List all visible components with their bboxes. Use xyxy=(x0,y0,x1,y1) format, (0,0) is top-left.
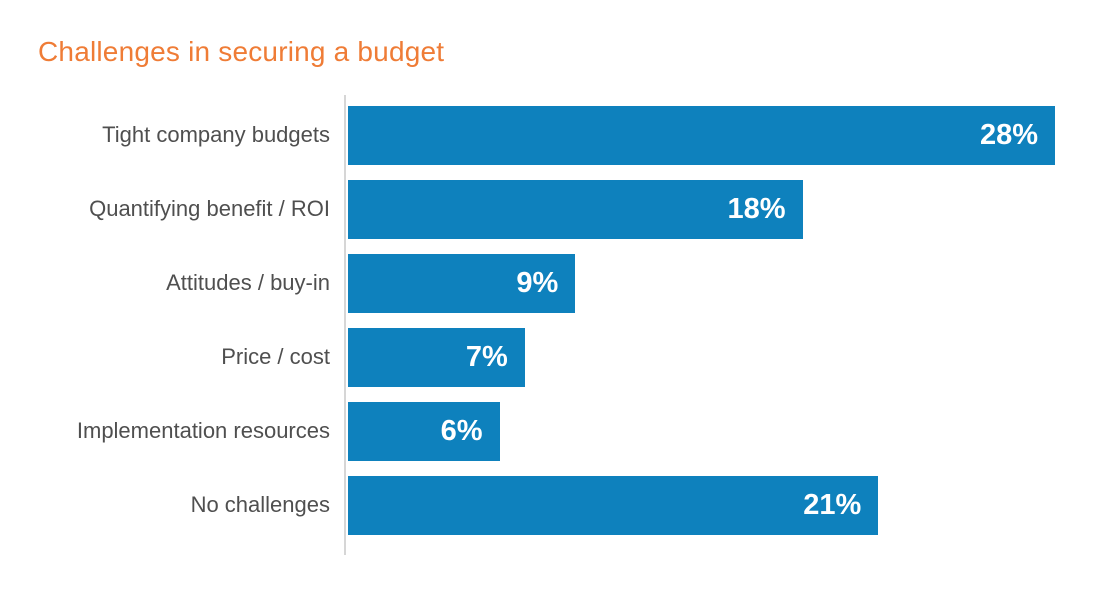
bar-track: 6% xyxy=(348,401,1055,461)
category-label: No challenges xyxy=(190,492,330,517)
bar-track: 18% xyxy=(348,179,1055,239)
chart-title: Challenges in securing a budget xyxy=(38,36,445,67)
chart-row: Price / cost 7% xyxy=(0,320,1111,394)
bar-track: 28% xyxy=(348,105,1055,165)
bar: 18% xyxy=(348,179,803,239)
bar: 28% xyxy=(348,105,1055,165)
value-label: 9% xyxy=(516,266,559,299)
category-label: Price / cost xyxy=(221,344,330,369)
bar-track: 9% xyxy=(348,253,1055,313)
bar: 7% xyxy=(348,327,525,387)
bar-track: 21% xyxy=(348,475,1055,535)
value-label: 6% xyxy=(440,414,483,447)
bar: 6% xyxy=(348,401,500,461)
chart-row: Implementation resources 6% xyxy=(0,394,1111,468)
value-label: 7% xyxy=(465,340,508,373)
category-label: Quantifying benefit / ROI xyxy=(89,196,330,221)
bar: 21% xyxy=(348,475,879,535)
chart-row: Quantifying benefit / ROI 18% xyxy=(0,172,1111,246)
value-label: 28% xyxy=(979,118,1038,151)
chart-row: No challenges 21% xyxy=(0,468,1111,542)
value-label: 18% xyxy=(727,192,786,225)
category-label: Implementation resources xyxy=(76,418,330,443)
chart-row: Tight company budgets 28% xyxy=(0,98,1111,172)
bar-track: 7% xyxy=(348,327,1055,387)
chart-row: Attitudes / buy-in 9% xyxy=(0,246,1111,320)
category-label: Attitudes / buy-in xyxy=(166,270,330,295)
category-label: Tight company budgets xyxy=(102,122,330,147)
bar: 9% xyxy=(348,253,576,313)
y-axis-line xyxy=(344,95,346,555)
chart-rows: Tight company budgets 28% Quantifying bene… xyxy=(0,98,1111,542)
bar-chart: Tight company budgets 28% Quantifying bene… xyxy=(0,95,1111,555)
value-label: 21% xyxy=(803,488,862,521)
